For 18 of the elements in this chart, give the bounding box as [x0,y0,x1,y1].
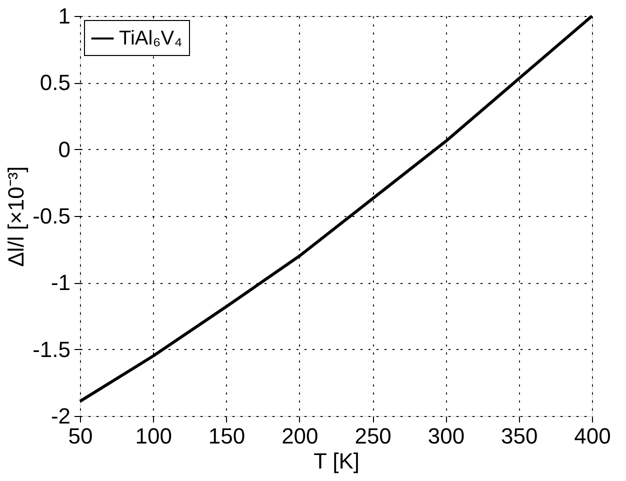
x-tick-label: 50 [68,424,93,448]
x-tick-label: 300 [428,424,465,448]
y-tick-label: 0 [58,136,70,162]
x-tick-label: 150 [208,424,246,448]
x-tick-label: 400 [574,424,611,448]
y-tick-label: -1 [50,270,70,296]
y-tick-label: -2 [50,404,70,428]
y-tick-label: -1.5 [32,336,70,362]
y-axis-title: Δl/l [×10⁻³] [4,166,29,267]
x-tick-label: 200 [282,424,318,448]
x-tick-label: 250 [354,424,392,448]
x-tick-label: 100 [135,424,172,448]
y-tick-label: 1 [58,4,70,28]
y-tick-label: -0.5 [32,204,70,228]
legend-label: TiAl₆V₄ [119,28,182,50]
x-tick-label: 350 [501,424,538,448]
x-axis-title: T [K] [313,448,360,474]
y-tick-label: 0.5 [40,70,70,96]
